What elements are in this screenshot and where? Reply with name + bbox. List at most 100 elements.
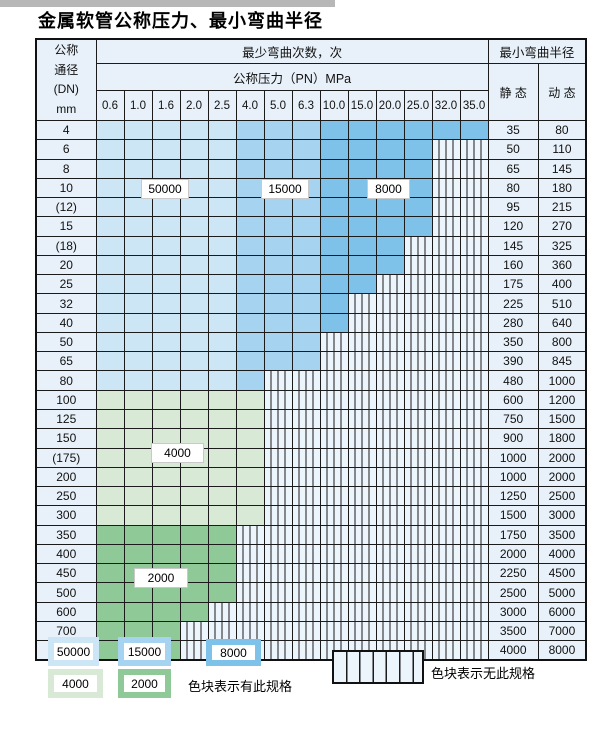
no-spec-cell <box>347 563 377 584</box>
header-pressure-32.0: 32.0 <box>431 90 461 121</box>
dynamic-radius-cell: 180 <box>537 177 587 199</box>
no-spec-cell <box>347 312 377 333</box>
spec-cell <box>123 428 153 449</box>
spec-cell <box>123 370 153 391</box>
spec-cell <box>179 254 209 276</box>
no-spec-cell <box>263 466 293 488</box>
spec-cell <box>95 351 125 372</box>
spec-cell <box>123 139 153 160</box>
static-radius-cell: 120 <box>487 216 539 237</box>
no-spec-cell <box>375 293 405 314</box>
cycles-label-50000: 50000 <box>141 179 189 199</box>
no-spec-cell <box>431 351 461 372</box>
spec-cell <box>123 486 153 507</box>
no-spec-cell <box>431 274 461 295</box>
spec-cell <box>151 331 181 353</box>
spec-cell <box>151 216 181 237</box>
no-spec-cell <box>459 428 489 449</box>
spec-cell <box>207 486 237 507</box>
spec-cell <box>123 466 153 488</box>
no-spec-cell <box>431 428 461 449</box>
spec-cell <box>95 235 125 256</box>
header-dn-line3: (DN) <box>53 82 79 96</box>
spec-cell <box>123 197 153 218</box>
no-spec-cell <box>235 640 265 661</box>
table-row-dn-400: 400 2000 4000 <box>35 543 587 565</box>
spec-cell <box>347 158 377 179</box>
no-spec-cell <box>375 447 405 468</box>
table-row-dn-40: 40 280 640 <box>35 312 587 333</box>
no-spec-cell <box>319 351 349 372</box>
spec-cell <box>263 216 293 237</box>
no-spec-cell <box>403 389 433 410</box>
no-spec-cell <box>375 312 405 333</box>
spec-cell <box>151 505 181 526</box>
no-spec-cell <box>347 505 377 526</box>
no-spec-cell <box>291 389 321 410</box>
spec-cell <box>347 235 377 256</box>
no-spec-cell <box>263 543 293 565</box>
no-spec-cell <box>403 447 433 468</box>
dynamic-radius-cell: 215 <box>537 197 587 218</box>
spec-cell <box>95 216 125 237</box>
no-spec-cell <box>459 563 489 584</box>
static-radius-cell: 3500 <box>487 620 539 642</box>
no-spec-cell <box>319 640 349 661</box>
table-row-dn-150: 150 900 1800 <box>35 428 587 449</box>
no-spec-cell <box>459 620 489 642</box>
spec-cell <box>179 351 209 372</box>
no-spec-cell <box>375 505 405 526</box>
no-spec-cell <box>375 543 405 565</box>
spec-cell <box>151 640 181 661</box>
dn-cell: 350 <box>35 524 97 545</box>
no-spec-cell <box>263 563 293 584</box>
no-spec-cell <box>431 197 461 218</box>
spec-cell <box>235 235 265 256</box>
spec-cell <box>207 312 237 333</box>
no-spec-cell <box>291 370 321 391</box>
table-row-dn-8: 8 65 145 <box>35 158 587 179</box>
dn-cell: 10 <box>35 177 97 199</box>
spec-cell <box>263 235 293 256</box>
dn-cell: 50 <box>35 331 97 353</box>
header-pressure-20.0: 20.0 <box>375 90 405 121</box>
spec-cell <box>207 274 237 295</box>
spec-cell <box>235 428 265 449</box>
spec-cell <box>123 505 153 526</box>
spec-cell <box>263 312 293 333</box>
spec-cell <box>347 197 377 218</box>
spec-cell <box>151 293 181 314</box>
scan-artifact-strip <box>0 0 335 7</box>
spec-cell <box>291 158 321 179</box>
spec-cell <box>179 408 209 430</box>
spec-cell <box>403 158 433 179</box>
no-spec-cell <box>319 389 349 410</box>
no-spec-cell <box>263 620 293 642</box>
header-pressure-5.0: 5.0 <box>263 90 293 121</box>
static-radius-cell: 2500 <box>487 582 539 603</box>
dynamic-radius-cell: 1800 <box>537 428 587 449</box>
no-spec-cell <box>263 370 293 391</box>
spec-cell <box>207 524 237 545</box>
spec-cell <box>123 524 153 545</box>
spec-cell <box>95 601 125 622</box>
no-spec-cell <box>347 428 377 449</box>
static-radius-cell: 65 <box>487 158 539 179</box>
dn-cell: 32 <box>35 293 97 314</box>
no-spec-cell <box>459 312 489 333</box>
header-pressure-2.5: 2.5 <box>207 90 237 121</box>
no-spec-cell <box>403 351 433 372</box>
header-pressure-35.0: 35.0 <box>459 90 489 121</box>
header-min-bend-radius: 最小弯曲半径 <box>487 38 587 64</box>
no-spec-cell <box>375 370 405 391</box>
no-spec-cell <box>263 505 293 526</box>
no-spec-cell <box>291 582 321 603</box>
no-spec-cell <box>319 370 349 391</box>
table-row-dn-80: 80 480 1000 <box>35 370 587 391</box>
dynamic-radius-cell: 8000 <box>537 640 587 661</box>
spec-cell <box>95 466 125 488</box>
spec-cell <box>179 274 209 295</box>
spec-cell <box>95 293 125 314</box>
spec-cell <box>291 254 321 276</box>
spec-cell <box>123 408 153 430</box>
